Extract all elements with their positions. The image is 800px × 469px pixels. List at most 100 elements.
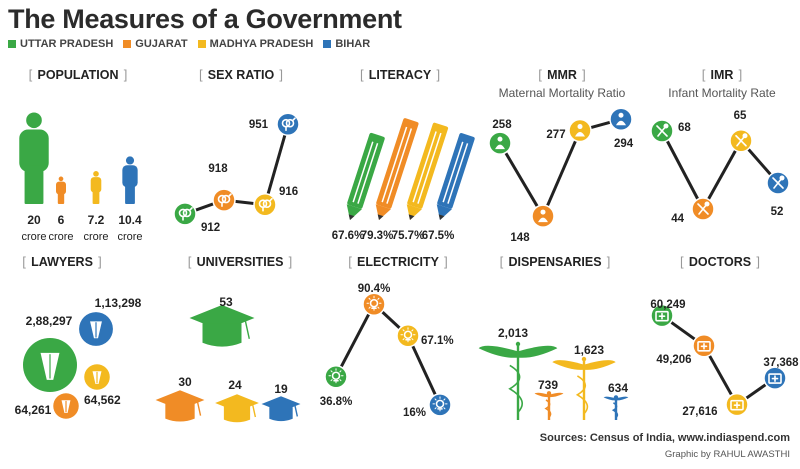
legend-label: UTTAR PRADESH	[20, 38, 114, 50]
marker-uttar-pradesh	[173, 202, 197, 226]
graduation-cap-icon	[155, 390, 205, 422]
panel-population: POPULATION [] 20 crore 6 crore 7.2 crore 10.4 cro…	[19, 67, 143, 243]
pencil-stripe	[386, 128, 413, 204]
series-line	[660, 130, 780, 210]
marker-circle	[609, 107, 633, 132]
data-label: 52	[771, 206, 784, 218]
bracket-right: ]	[582, 67, 586, 82]
data-label: 2,88,297	[26, 314, 73, 328]
medical-kit-icon	[730, 399, 744, 411]
pencil-stripe	[357, 143, 379, 204]
graduation-cap-icon	[189, 305, 255, 347]
staff-knob	[581, 356, 587, 362]
panel-imr: 68 44 65 52 IMR [] Infant Mortality Rate	[650, 67, 790, 225]
wing-right	[616, 396, 629, 401]
data-label: 67.1%	[421, 335, 454, 347]
person-torso	[19, 129, 49, 172]
bulb-glass	[435, 399, 445, 409]
bracket-right: ]	[124, 67, 128, 82]
cap-tassel	[251, 402, 257, 418]
data-label: 79.3%	[361, 230, 394, 242]
data-label: 67.6%	[332, 230, 365, 242]
baby-icon	[656, 123, 669, 137]
wing-right	[584, 360, 616, 370]
data-label: 64,562	[84, 393, 121, 407]
male-ring	[285, 118, 295, 128]
wing-right	[549, 392, 564, 398]
pencil-stripe	[381, 126, 408, 203]
person-head	[93, 171, 99, 177]
marker-circle	[568, 118, 592, 143]
panel-title-text: LAWYERS	[31, 255, 93, 269]
bulb-icon	[432, 396, 448, 412]
marker-gujarat	[362, 292, 386, 316]
person-legs	[125, 183, 135, 204]
pencil-stripe	[442, 141, 464, 203]
legend-swatch	[123, 40, 132, 48]
pencil-lead	[408, 214, 415, 220]
caduceus-icon	[552, 356, 616, 420]
pencil-lead	[348, 214, 355, 220]
cap-tassel	[293, 403, 299, 417]
data-label: 20	[27, 213, 41, 227]
cap-board	[155, 390, 205, 410]
staff-knob	[546, 391, 552, 396]
male-arrow	[188, 207, 193, 212]
pencil-stripe	[352, 141, 374, 203]
pencil-icon	[436, 133, 475, 220]
bracket-left: [	[199, 67, 203, 82]
mother-body	[616, 120, 626, 126]
medical-kit-icon	[697, 341, 711, 352]
mother-head	[540, 209, 546, 215]
legend-swatch	[197, 40, 206, 48]
mother-head	[497, 136, 503, 142]
pencil-stripe	[412, 131, 437, 203]
marker-uttar-pradesh	[488, 131, 512, 155]
legend: UTTAR PRADESH GUJARAT MADHYA PRADESH BIH…	[8, 38, 370, 50]
person-legs	[57, 192, 65, 204]
caduceus-icon	[534, 391, 564, 420]
marker-madhya-pradesh	[568, 118, 592, 143]
line-segment	[263, 123, 290, 206]
data-label: 258	[492, 119, 512, 131]
kit-box	[730, 399, 744, 411]
bracket-right: ]	[279, 67, 283, 82]
gender-icon	[178, 207, 193, 221]
line-segment	[660, 130, 705, 210]
rattle-head	[663, 123, 669, 129]
marker-bihar	[276, 112, 300, 136]
data-label: 60,249	[650, 299, 685, 311]
data-label: 916	[279, 186, 298, 198]
panel-title-text: UNIVERSITIES	[197, 255, 284, 269]
legend-swatch	[8, 40, 16, 48]
panel-title: LITERACY []	[360, 67, 440, 82]
cap-board	[261, 396, 301, 412]
bulb-glass	[331, 371, 341, 381]
kit-box	[697, 341, 711, 352]
data-label: 2,013	[498, 326, 528, 340]
wing-left	[603, 396, 616, 401]
data-label: 918	[208, 163, 228, 175]
data-label: 64,261	[15, 403, 52, 417]
legend-label: BIHAR	[335, 38, 371, 50]
lawyer-icon	[79, 312, 113, 346]
panel-title: UNIVERSITIES []	[188, 254, 292, 269]
marker-madhya-pradesh	[253, 192, 277, 217]
legend-item-madhya-pradesh: MADHYA PRADESH	[197, 38, 313, 50]
bulb-ray	[339, 379, 342, 382]
data-label: 68	[678, 122, 691, 134]
bracket-right: ]	[444, 254, 448, 269]
marker-bihar	[609, 107, 633, 132]
panel-title-text: DOCTORS	[689, 255, 751, 269]
bulb-ray	[377, 306, 380, 309]
bulb-ray	[443, 398, 446, 401]
panel-title: LAWYERS []	[22, 254, 101, 269]
bulb-ray	[368, 306, 371, 309]
bracket-right: ]	[289, 254, 293, 269]
bulb-ray	[411, 338, 414, 341]
data-label: 53	[219, 295, 233, 309]
bracket-right: ]	[607, 254, 611, 269]
kit-box	[768, 373, 782, 384]
sources-note: Sources: Census of India, www.indiaspend…	[539, 432, 790, 444]
